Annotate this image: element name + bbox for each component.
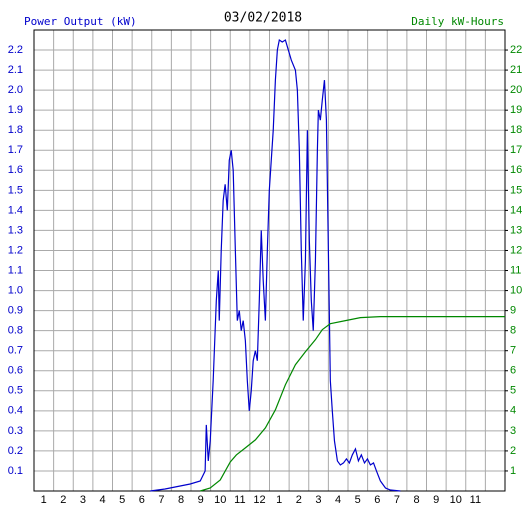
x-tick-label: 4 bbox=[335, 494, 341, 506]
y2-tick-label: 8 bbox=[510, 325, 516, 337]
y-tick-label: 0.3 bbox=[8, 425, 23, 437]
x-tick-label: 4 bbox=[99, 494, 105, 506]
y2-tick-label: 4 bbox=[510, 405, 516, 417]
y2-tick-label: 15 bbox=[510, 184, 522, 196]
y2-tick-label: 11 bbox=[510, 264, 521, 276]
y2-tick-label: 18 bbox=[510, 124, 522, 136]
x-tick-label: 3 bbox=[80, 494, 86, 506]
y-tick-label: 0.5 bbox=[8, 385, 23, 397]
y-tick-label: 2.1 bbox=[8, 64, 23, 76]
y-tick-label: 2.2 bbox=[8, 44, 23, 56]
y-tick-label: 0.6 bbox=[8, 365, 23, 377]
y2-tick-label: 2 bbox=[510, 445, 516, 457]
x-tick-label: 7 bbox=[158, 494, 164, 506]
y2-tick-label: 5 bbox=[510, 385, 516, 397]
y-tick-label: 0.1 bbox=[8, 465, 23, 477]
y-tick-label: 1.3 bbox=[8, 224, 23, 236]
chart-title: 03/02/2018 bbox=[224, 11, 302, 26]
plot-frame bbox=[33, 29, 506, 492]
y-tick-label: 1.2 bbox=[8, 244, 23, 256]
y-tick-label: 0.8 bbox=[8, 325, 23, 337]
y-tick-label: 1.7 bbox=[8, 144, 23, 156]
y2-tick-label: 21 bbox=[510, 64, 522, 76]
y-tick-label: 0.2 bbox=[8, 445, 23, 457]
y2-tick-label: 13 bbox=[510, 224, 522, 236]
x-tick-label: 7 bbox=[394, 494, 400, 506]
y2-tick-label: 9 bbox=[510, 305, 516, 317]
y-tick-label: 1.8 bbox=[8, 124, 23, 136]
x-tick-label: 2 bbox=[60, 494, 66, 506]
y-tick-label: 1.4 bbox=[8, 204, 23, 216]
x-tick-label: 6 bbox=[139, 494, 145, 506]
x-tick-label: 9 bbox=[198, 494, 204, 506]
x-tick-label: 12 bbox=[253, 494, 265, 506]
x-tick-label: 2 bbox=[296, 494, 302, 506]
y2-tick-label: 22 bbox=[510, 44, 522, 56]
x-tick-label: 10 bbox=[450, 494, 462, 506]
y2-tick-label: 16 bbox=[510, 164, 522, 176]
line-series bbox=[200, 316, 505, 492]
y2-tick-label: 14 bbox=[510, 204, 522, 216]
y-tick-label: 1.5 bbox=[8, 184, 23, 196]
y2-tick-label: 6 bbox=[510, 365, 516, 377]
x-tick-label: 11 bbox=[234, 494, 245, 506]
y-tick-label: 1.9 bbox=[8, 104, 23, 116]
x-tick-label: 1 bbox=[41, 494, 47, 506]
y-tick-label: 1.1 bbox=[8, 264, 23, 276]
x-tick-label: 1 bbox=[276, 494, 282, 506]
y2-axis-label: Daily kW-Hours bbox=[411, 15, 504, 28]
line-series bbox=[150, 39, 401, 492]
y2-tick-label: 3 bbox=[510, 425, 516, 437]
y2-tick-label: 7 bbox=[510, 345, 516, 357]
y2-tick-label: 19 bbox=[510, 104, 522, 116]
x-tick-label: 8 bbox=[413, 494, 419, 506]
y-tick-label: 0.7 bbox=[8, 345, 23, 357]
x-tick-label: 3 bbox=[315, 494, 321, 506]
x-tick-label: 8 bbox=[178, 494, 184, 506]
x-tick-label: 9 bbox=[433, 494, 439, 506]
x-tick-label: 10 bbox=[214, 494, 226, 506]
y-tick-label: 2.0 bbox=[8, 84, 23, 96]
x-tick-label: 5 bbox=[119, 494, 125, 506]
y-tick-label: 0.4 bbox=[8, 405, 23, 417]
y-axis-label: Power Output (kW) bbox=[24, 15, 137, 28]
y-tick-label: 1.0 bbox=[8, 284, 23, 296]
y-tick-label: 1.6 bbox=[8, 164, 23, 176]
y2-tick-label: 12 bbox=[510, 244, 522, 256]
x-tick-label: 6 bbox=[374, 494, 380, 506]
y2-tick-label: 1 bbox=[510, 465, 516, 477]
y-tick-label: 0.9 bbox=[8, 305, 23, 317]
x-tick-label: 5 bbox=[355, 494, 361, 506]
y2-tick-label: 10 bbox=[510, 284, 522, 296]
y2-tick-label: 17 bbox=[510, 144, 522, 156]
x-tick-label: 11 bbox=[470, 494, 481, 506]
y2-tick-label: 20 bbox=[510, 84, 522, 96]
